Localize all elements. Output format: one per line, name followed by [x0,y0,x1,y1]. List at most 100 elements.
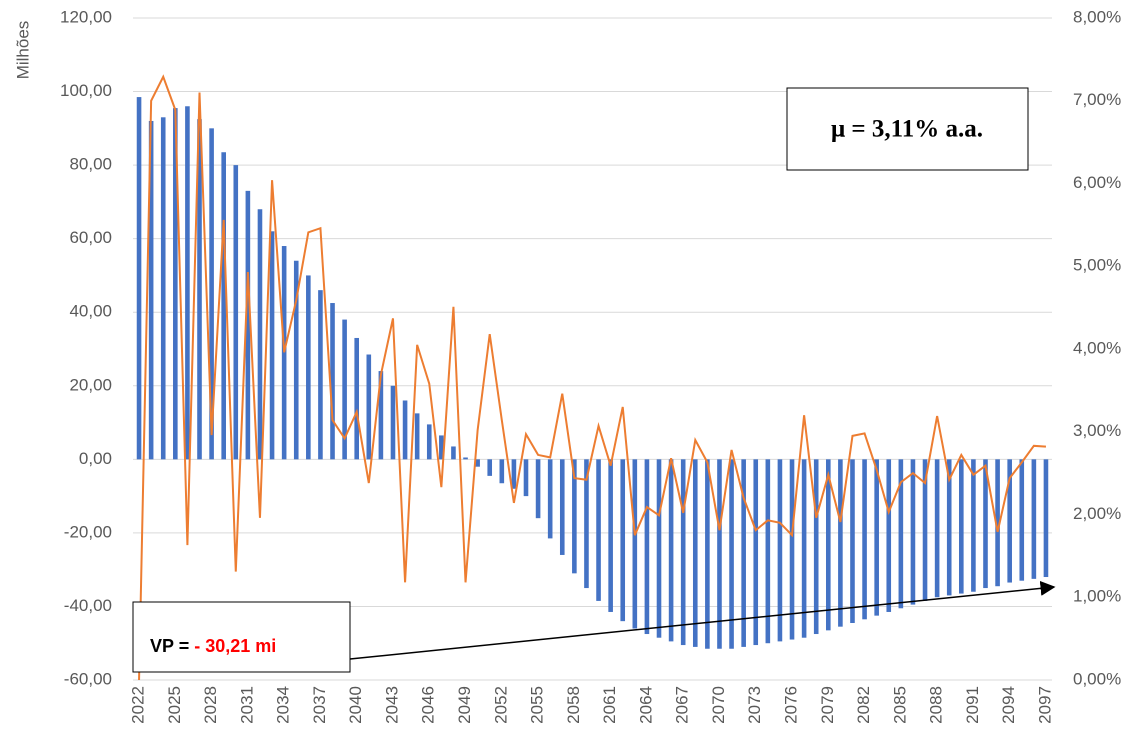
bar [221,152,226,460]
bar [378,371,384,460]
bar [850,459,855,623]
bar [439,435,444,460]
y-tick-label: 0,00 [79,449,112,468]
x-tick-label: 2037 [310,686,329,724]
bar [886,459,892,612]
line [138,74,1047,681]
x-tick-label: 2097 [1035,686,1054,724]
bar [705,459,710,649]
bar [342,319,347,460]
bar [366,354,372,460]
bar [330,303,335,460]
bar [306,275,311,460]
x-tick-label: 2073 [745,686,764,724]
bar [608,459,613,612]
bar [1007,459,1012,583]
bar [753,459,759,646]
bar [233,165,239,460]
bar [777,459,783,642]
annotation-label: VP = [150,636,189,656]
bar [487,459,493,476]
x-tick-label: 2028 [201,686,220,724]
bar [717,459,722,649]
y2-tick-label: 4,00% [1073,338,1121,357]
x-tick-label: 2067 [673,686,692,724]
bar [245,190,251,460]
bar [1019,459,1025,581]
bar [946,459,952,596]
bar [136,97,142,460]
bar [197,119,202,460]
x-tick-label: 2061 [600,686,619,724]
bar [257,209,263,460]
y-tick-label: -20,00 [64,522,112,541]
bar [995,459,1000,587]
bar [765,459,771,644]
bar [983,459,988,589]
x-tick-label: 2064 [636,686,655,724]
bar [451,446,456,460]
annotation: VP = - 30,21 mi [150,636,276,656]
x-tick-label: 2094 [999,686,1018,724]
bar [789,459,795,640]
bar [656,459,662,638]
x-tick-label: 2055 [528,686,547,724]
bar [173,108,178,460]
bar [475,459,480,467]
bar [729,459,734,649]
bar [959,459,964,594]
bar [547,459,553,539]
bar [934,459,940,598]
bar [559,459,565,555]
y-tick-label: 100,00 [60,81,112,100]
bar [269,231,275,460]
y-tick-label: -40,00 [64,596,112,615]
x-tick-label: 2043 [382,686,401,724]
bar [426,424,432,460]
y-tick-label: 60,00 [69,228,112,247]
bar [838,459,843,627]
x-tick-label: 2049 [455,686,474,724]
bar [523,459,529,497]
bar [898,459,904,609]
x-tick-label: 2085 [890,686,909,724]
x-tick-label: 2052 [491,686,510,724]
bar [692,459,698,647]
bar [354,337,360,460]
bar [390,385,396,460]
bar [209,128,214,460]
bar [1043,459,1049,578]
bar [499,459,505,484]
bar [1031,459,1037,579]
annotation-value: - 30,21 mi [194,636,276,656]
bar [318,290,323,460]
y2-tick-label: 2,00% [1073,504,1121,523]
bar [572,459,577,574]
y2-tick-label: 3,00% [1073,421,1121,440]
x-tick-label: 2025 [165,686,184,724]
y2-tick-label: 0,00% [1073,669,1121,688]
x-tick-label: 2082 [854,686,873,724]
bar [463,457,468,460]
y2-tick-label: 7,00% [1073,90,1121,109]
arrow [349,580,1056,660]
plot-area: -60,00 -40,00 -20,00 0,00 20,00 40,00 60,00 80,… [60,7,1121,723]
x-tick-label: 2031 [237,686,256,724]
bar [922,459,928,601]
bar [414,413,420,460]
bar [620,459,626,622]
bar [185,106,190,460]
y2-tick-label: 5,00% [1073,256,1121,275]
bar [160,117,166,460]
x-tick-label: 2070 [709,686,728,724]
x-tick-label: 2034 [274,686,293,724]
x-tick-label: 2079 [818,686,837,724]
bar [741,459,746,647]
bar [281,246,287,460]
y-tick-label: 20,00 [69,375,112,394]
bar [825,459,831,631]
y2-tick-label: 8,00% [1073,7,1121,26]
annotation: μ = 3,11% a.a. [831,116,983,143]
bar [668,459,674,642]
